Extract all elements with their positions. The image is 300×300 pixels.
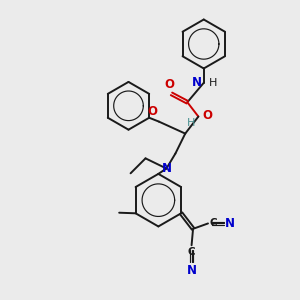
Text: N: N	[187, 264, 196, 277]
Text: H: H	[209, 78, 218, 88]
Text: O: O	[202, 109, 213, 122]
Text: N: N	[161, 162, 171, 175]
Text: O: O	[165, 78, 175, 91]
Text: H: H	[187, 118, 195, 128]
Text: N: N	[192, 76, 202, 89]
Text: C: C	[188, 247, 195, 257]
Text: C: C	[210, 218, 218, 228]
Text: N: N	[225, 217, 235, 230]
Text: O: O	[147, 105, 157, 118]
